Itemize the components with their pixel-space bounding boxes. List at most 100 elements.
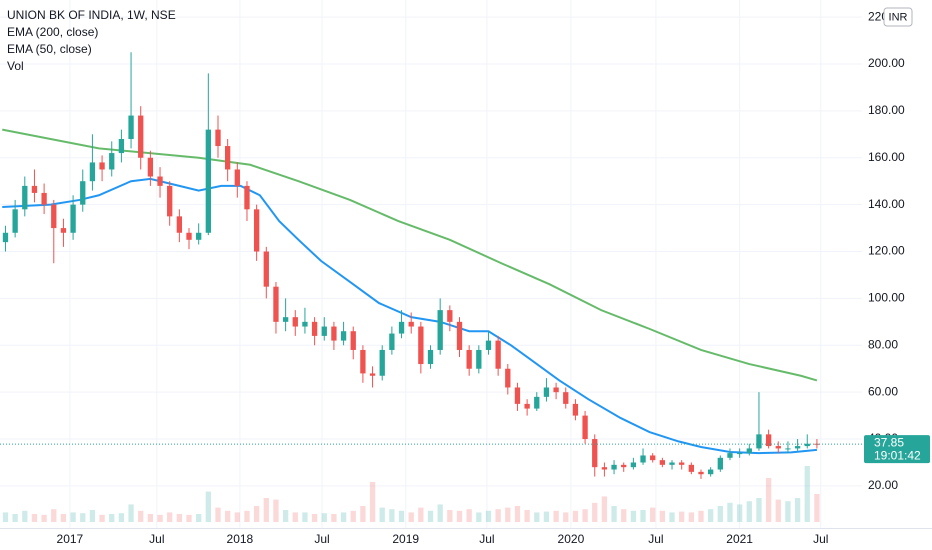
currency-box[interactable] <box>883 7 913 27</box>
candle-body <box>514 387 521 404</box>
candle-body <box>572 403 579 416</box>
volume-bar <box>476 512 482 522</box>
candle-body <box>746 448 752 454</box>
volume-bar <box>138 510 144 522</box>
legend: UNION BK OF INDIA, 1W, NSE EMA (200, clo… <box>7 8 176 73</box>
grid <box>0 0 862 528</box>
currency-label[interactable]: INR <box>889 11 908 23</box>
last-price-tag <box>864 435 930 464</box>
volume-bar <box>582 509 588 522</box>
candle-body <box>147 157 154 177</box>
y-tick-label: 120.00 <box>868 244 905 258</box>
y-tick-label: 100.00 <box>868 291 905 305</box>
volume-bar <box>514 506 521 522</box>
volume-bar <box>794 498 801 522</box>
candle-body <box>650 455 656 461</box>
candle-body <box>379 349 385 376</box>
candle-body <box>369 373 376 376</box>
volume-bar <box>60 514 67 522</box>
y-tick-label: 160.00 <box>868 150 905 164</box>
candle-body <box>669 462 675 465</box>
volume-bar <box>109 514 115 522</box>
volume-bar <box>669 512 675 522</box>
currency-badge[interactable]: INR <box>883 7 913 27</box>
candle-body <box>196 232 202 240</box>
x-tick-label: 2021 <box>726 532 753 546</box>
candle-body <box>582 415 588 440</box>
volume-bar <box>224 510 231 522</box>
x-tick-label: 2017 <box>57 532 84 546</box>
volume-bar <box>31 514 38 522</box>
candle-body <box>736 453 743 455</box>
candle-body <box>167 185 173 217</box>
candle-body <box>157 176 163 186</box>
candle-body <box>2 232 9 243</box>
candle-body <box>775 446 781 449</box>
candle-body <box>244 185 250 210</box>
volume-bar <box>205 491 211 522</box>
volume-bar <box>147 514 154 522</box>
candle-body <box>138 115 144 158</box>
candle-body <box>621 464 627 468</box>
volume-bar <box>389 509 395 522</box>
volume-bar <box>765 478 772 522</box>
candle-body <box>505 368 511 388</box>
x-tick-label: Jul <box>479 532 494 546</box>
volume-bar <box>196 514 202 522</box>
candle-body <box>543 387 550 397</box>
volume-bar <box>176 514 183 522</box>
candle-body <box>60 228 67 233</box>
volume-bar <box>756 498 762 522</box>
volume-bar <box>746 501 752 522</box>
candle-body <box>118 139 125 154</box>
volume-bar <box>505 507 511 522</box>
candle-body <box>804 443 810 447</box>
candles <box>2 52 820 479</box>
candle-body <box>186 232 192 240</box>
volume-bar <box>814 494 820 522</box>
candle-body <box>524 403 530 409</box>
candle-body <box>794 446 801 449</box>
volume-bar <box>708 509 714 522</box>
volume-bar <box>630 510 637 522</box>
volume-bar <box>621 509 627 522</box>
candle-body <box>485 340 492 350</box>
candle-body <box>273 286 279 322</box>
x-tick-label: Jul <box>314 532 329 546</box>
candle-body <box>427 349 434 365</box>
candle-body <box>398 321 405 334</box>
legend-volume[interactable]: Vol <box>7 59 24 73</box>
x-tick-label: Jul <box>149 532 164 546</box>
last-price-label: 37.85 <box>874 435 904 449</box>
candle-body <box>89 162 96 182</box>
volume-bar <box>572 510 579 522</box>
volume-bar <box>99 514 105 522</box>
ema-line <box>2 128 818 382</box>
y-tick-label: 140.00 <box>868 197 905 211</box>
volume-bar <box>2 512 9 522</box>
candle-body <box>340 331 347 341</box>
volume-bar <box>524 510 530 522</box>
volume-bar <box>51 509 57 522</box>
volume-bar <box>437 504 443 522</box>
y-tick-label: 80.00 <box>868 337 898 351</box>
candle-body <box>215 129 221 147</box>
legend-ema50[interactable]: EMA (50, close) <box>7 42 92 56</box>
legend-ema200[interactable]: EMA (200, close) <box>7 25 98 39</box>
volume-bar <box>408 512 414 522</box>
candle-body <box>12 209 18 233</box>
volume-bar <box>369 482 376 522</box>
candle-body <box>331 326 337 341</box>
volume-bar <box>485 510 492 522</box>
y-tick-label: 200.00 <box>868 56 905 70</box>
candle-body <box>128 115 134 140</box>
symbol-title: UNION BK OF INDIA, 1W, NSE <box>7 8 176 22</box>
volume-bar <box>253 506 260 522</box>
candle-body <box>447 310 453 322</box>
volume-bar <box>263 498 269 522</box>
volume-bar <box>601 496 608 522</box>
y-tick-label: 180.00 <box>868 103 905 117</box>
volume-bar <box>418 507 424 522</box>
volume-bar <box>592 502 598 522</box>
